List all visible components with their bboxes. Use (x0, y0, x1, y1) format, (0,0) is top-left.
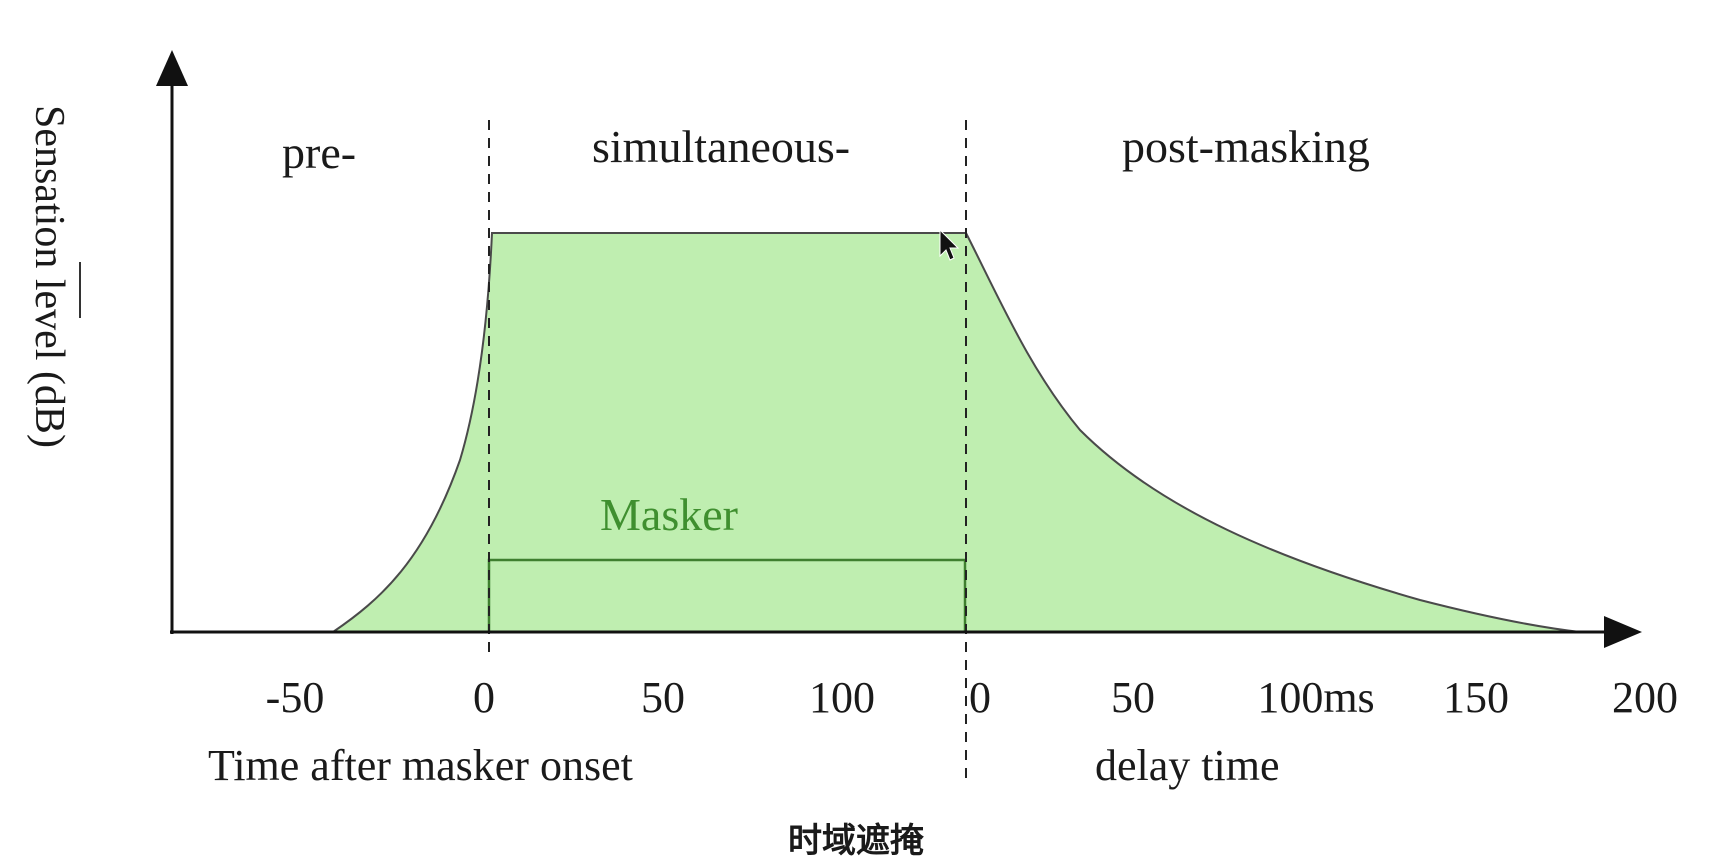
tick-label: 150 (1443, 673, 1509, 722)
x-axis-label-left: Time after masker onset (208, 741, 633, 790)
tick-label: 0 (473, 673, 495, 722)
y-axis-arrow (156, 50, 188, 86)
region-simultaneous-label: simultaneous- (592, 121, 850, 172)
tick-label: 100ms (1257, 673, 1374, 722)
tick-label: 200 (1612, 673, 1678, 722)
x-axis-label-right: delay time (1095, 741, 1280, 790)
tick-label: 0 (969, 673, 991, 722)
tick-label: -50 (266, 673, 325, 722)
tick-label: 100 (809, 673, 875, 722)
masker-label: Masker (600, 489, 738, 540)
region-pre-label: pre- (282, 127, 356, 178)
masking-envelope (329, 232, 1581, 633)
figure-caption: 时域遮掩 (788, 821, 924, 861)
y-axis-label: Sensation level (dB) (26, 105, 72, 448)
tick-label: 50 (641, 673, 685, 722)
region-post-label: post-masking (1122, 121, 1370, 172)
tick-label: 50 (1111, 673, 1155, 722)
x-axis-arrow (1604, 616, 1642, 648)
cursor-icon (939, 228, 960, 261)
